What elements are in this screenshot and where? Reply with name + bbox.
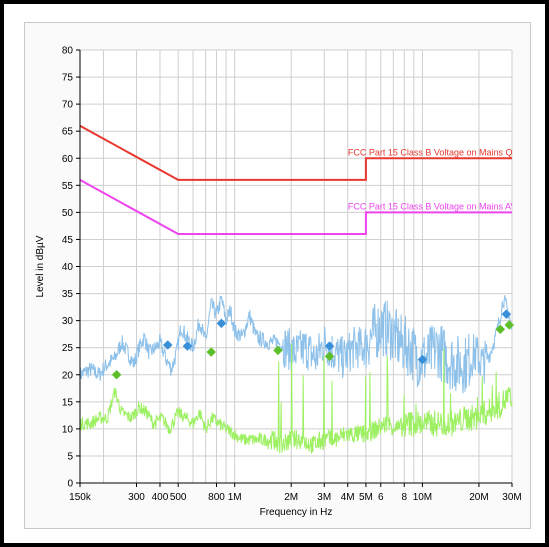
x-tick-label: 30M: [502, 492, 521, 503]
axes: 0 5 10 15 20 25 30 35 40 45 50 55 60 65 70 75 80 150k 300 4…: [62, 46, 522, 504]
x-tick-label: 300: [128, 492, 145, 503]
x-tick-label: 500: [170, 492, 187, 503]
final-markers: [111, 309, 515, 380]
y-tick-label: 65: [62, 127, 74, 138]
y-tick-label: 30: [62, 316, 74, 327]
y-tick-label: 20: [62, 370, 74, 381]
x-tick-label: 3M: [317, 492, 331, 503]
x-tick-label: 400: [152, 492, 169, 503]
qp-marker: [501, 309, 512, 319]
limit-line-label: FCC Part 15 Class B Voltage on Mains QP: [348, 147, 519, 157]
x-tick-label: 1M: [228, 492, 242, 503]
qp-marker: [324, 341, 335, 351]
qp-marker: [216, 318, 227, 329]
measurement-traces: [79, 295, 513, 454]
y-tick-label: 5: [67, 451, 73, 462]
y-axis-title: Level in dBµV: [35, 235, 46, 297]
x-tick-label: 20M: [469, 492, 488, 503]
av-marker: [495, 324, 506, 335]
y-tick-label: 60: [62, 154, 74, 165]
y-tick-label: 45: [62, 235, 74, 246]
limit-line-label: FCC Part 15 Class B Voltage on Mains AV: [348, 201, 516, 211]
x-tick-label: 6: [378, 492, 384, 503]
grid: [80, 49, 513, 484]
av-marker: [324, 351, 335, 362]
y-tick-label: 35: [62, 289, 74, 300]
y-tick-label: 70: [62, 100, 74, 111]
limit-line: [79, 179, 512, 236]
x-tick-label: 8: [401, 492, 407, 503]
y-tick-label: 10: [62, 424, 74, 435]
av-marker: [111, 369, 122, 380]
series-trace: [79, 343, 513, 454]
series-trace: [79, 295, 513, 394]
qp-marker: [162, 340, 173, 350]
qp-marker: [182, 341, 193, 351]
y-tick-label: 50: [62, 208, 74, 219]
limit-lines: FCC Part 15 Class B Voltage on Mains QP F…: [79, 124, 519, 236]
y-tick-label: 75: [62, 73, 74, 84]
y-tick-label: 80: [62, 46, 74, 57]
x-tick-label: 5M: [359, 492, 373, 503]
x-tick-label: 4M: [341, 492, 355, 503]
qp-marker: [417, 354, 428, 365]
chart-panel: FCC Part 15 Class B Voltage on Mains QP F…: [24, 22, 531, 529]
y-tick-label: 25: [62, 343, 74, 354]
x-axis-title: Frequency in Hz: [260, 507, 333, 518]
av-marker: [206, 347, 217, 357]
x-tick-label: 2M: [284, 492, 298, 503]
av-marker: [273, 345, 283, 356]
y-tick-label: 40: [62, 262, 74, 273]
y-tick-label: 0: [67, 479, 73, 490]
limit-line: [79, 124, 512, 181]
av-marker: [504, 320, 515, 330]
y-tick-label: 55: [62, 181, 74, 192]
x-tick-label: 800: [208, 492, 225, 503]
x-tick-label: 10M: [413, 492, 432, 503]
emc-scan-chart: FCC Part 15 Class B Voltage on Mains QP F…: [35, 46, 522, 519]
y-tick-label: 15: [62, 397, 74, 408]
x-tick-label: 150k: [69, 492, 92, 503]
